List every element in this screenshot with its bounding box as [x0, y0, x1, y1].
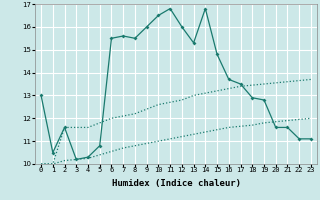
X-axis label: Humidex (Indice chaleur): Humidex (Indice chaleur) [111, 179, 241, 188]
